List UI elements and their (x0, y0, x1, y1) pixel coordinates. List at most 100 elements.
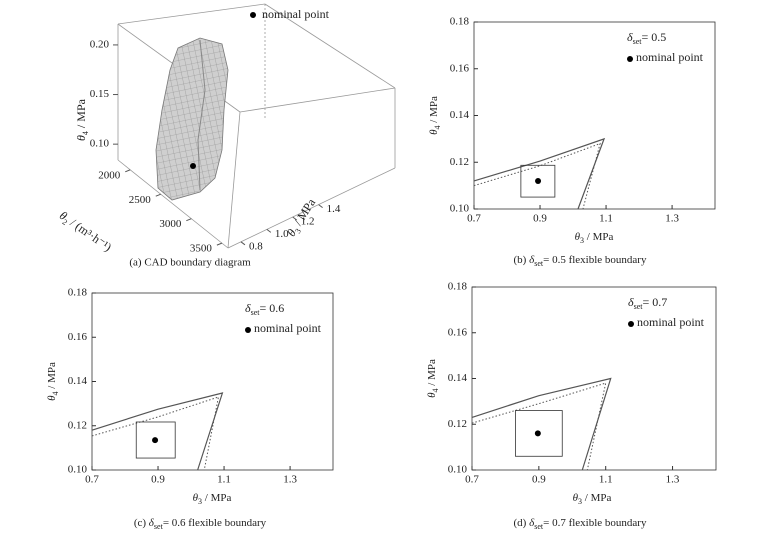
y-tick (240, 241, 246, 246)
y-axis-label: θ4 / MPa (428, 96, 443, 135)
y-tick-label: 0.8 (249, 240, 263, 252)
text-part: δ (628, 295, 634, 309)
y-tick (318, 204, 323, 209)
y-tick (266, 228, 272, 233)
caption: (b) δset= 0.5 flexible boundary (514, 254, 647, 269)
text-part: / MPa (74, 98, 88, 131)
boundary-dotted (91, 396, 220, 471)
text-part: set (633, 37, 643, 46)
x-tick-label: 1.3 (666, 474, 680, 486)
nominal-point (535, 177, 542, 184)
x-axis-label: θ3 / MPa (193, 492, 232, 507)
y-tick-label: 0.14 (450, 109, 470, 121)
y-tick-label: 0.10 (448, 464, 468, 476)
text-part: θ (573, 492, 579, 504)
surface-ridge (197, 39, 206, 191)
text-part: / MPa (46, 362, 58, 391)
x-tick-label: 1.1 (599, 213, 613, 225)
z-axis-label: θ4 / MPa (74, 98, 91, 141)
text-part: 3 (580, 236, 584, 245)
y-tick-label: 0.18 (68, 287, 88, 299)
y-tick-label: 0.12 (68, 419, 87, 431)
y-tick-label: 0.14 (448, 372, 468, 384)
caption: (c) δset= 0.6 flexible boundary (134, 517, 267, 532)
annotation: δset= 0.5 (627, 30, 666, 47)
x-tick-label: 3500 (190, 243, 213, 255)
text-part: 3 (578, 497, 582, 506)
z-tick-label: 0.10 (90, 138, 110, 150)
y-tick-label: 0.16 (450, 62, 470, 74)
x-tick-label: 0.9 (151, 474, 165, 486)
y-tick-label: 0.16 (448, 326, 468, 338)
text-part: θ (428, 129, 440, 135)
x-tick-label: 2500 (129, 194, 152, 206)
y-tick-label: 0.18 (450, 16, 470, 28)
legend-label: nominal point (636, 50, 704, 64)
text-part: = 0.6 flexible boundary (163, 517, 267, 529)
y-axis-label: θ4 / MPa (46, 362, 61, 401)
text-part: = 0.5 flexible boundary (543, 254, 647, 266)
caption: (d) δset= 0.7 flexible boundary (514, 517, 647, 532)
nominal-point (534, 430, 541, 437)
text-part: / (m³·h⁻¹) (65, 214, 114, 254)
boundary-solid (91, 392, 224, 471)
box-edge (117, 3, 266, 25)
y-tick-label: 0.12 (448, 418, 467, 430)
x-tick-label: 0.7 (467, 213, 481, 225)
text-part: δ (627, 30, 633, 44)
plot-frame (91, 292, 334, 471)
z-tick-label: 0.20 (90, 38, 110, 50)
y-axis-label: θ4 / MPa (426, 359, 441, 398)
x-axis-label: θ3 / MPa (573, 492, 612, 507)
box-edge (227, 167, 396, 249)
text-part: / MPa (584, 231, 613, 243)
uncertainty-box (515, 410, 563, 457)
box-edge (117, 159, 229, 249)
x-tick-label: 1.1 (599, 474, 613, 486)
uncertainty-box (520, 164, 556, 198)
legend-label: nominal point (254, 321, 322, 335)
text-part: δ (149, 517, 155, 529)
y-tick-label: 0.14 (68, 375, 88, 387)
y-tick-label: 0.12 (450, 156, 469, 168)
y-tick-label: 0.10 (68, 464, 88, 476)
z-tick-label: 0.15 (90, 88, 110, 100)
x-tick-label: 0.9 (532, 474, 546, 486)
y-tick-label: 1.4 (327, 203, 341, 215)
legend-label: nominal point (262, 7, 330, 21)
text-part: set (634, 302, 644, 311)
box-edge (239, 87, 396, 113)
text-part: 4 (433, 125, 442, 129)
y-axis-label: θ3 / MPa (284, 195, 321, 240)
x-tick-label: 0.9 (533, 213, 547, 225)
text-part: 3 (198, 497, 202, 506)
x-tick-label: 0.7 (465, 474, 479, 486)
y-tick-label: 1.0 (275, 228, 289, 240)
x-tick (125, 169, 131, 173)
legend-label: nominal point (637, 315, 705, 329)
x-axis-label: θ3 / MPa (575, 231, 614, 246)
x-tick (155, 193, 161, 197)
text-part: / MPa (202, 492, 231, 504)
text-part: δ (529, 254, 535, 266)
text-part: = 0.7 (642, 295, 667, 309)
text-part: (d) (514, 517, 530, 529)
text-part: (b) (514, 254, 530, 266)
text-part: = 0.7 flexible boundary (543, 517, 647, 529)
boundary-solid (473, 137, 606, 210)
y-tick (292, 216, 298, 221)
y-tick-label: 0.10 (450, 203, 470, 215)
nominal-point (190, 163, 196, 169)
x-tick (186, 218, 192, 222)
annotation: δset= 0.6 (245, 301, 284, 318)
x-tick-label: 1.3 (665, 213, 679, 225)
text-part: set (251, 308, 261, 317)
nominal-point (152, 437, 159, 444)
text-part: (c) (134, 517, 149, 529)
x-tick-label: 1.3 (283, 474, 297, 486)
text-part: θ (575, 231, 581, 243)
text-part: 4 (431, 388, 440, 392)
text-part: 2 (60, 218, 68, 228)
y-tick-label: 0.16 (68, 331, 88, 343)
text-part: / MPa (582, 492, 611, 504)
